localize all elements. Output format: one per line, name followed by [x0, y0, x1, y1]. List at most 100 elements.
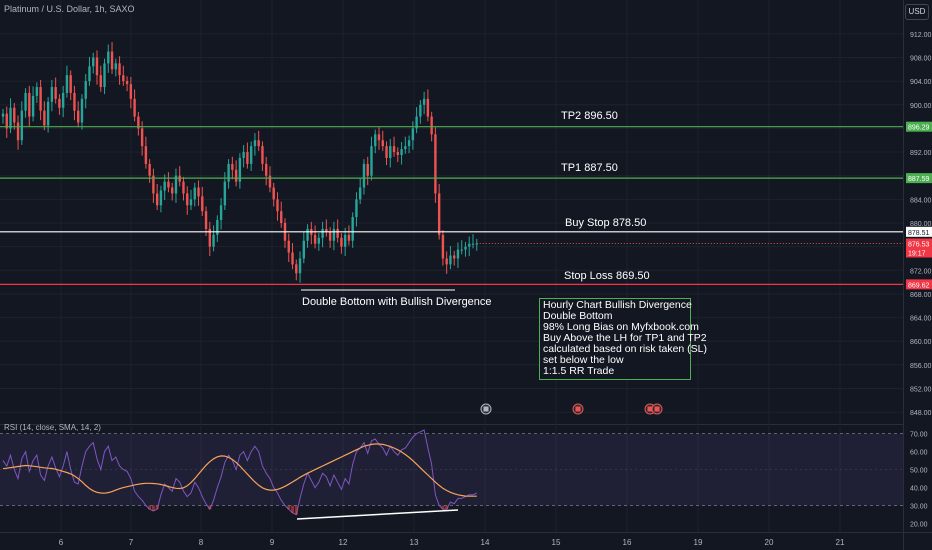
time-tick-label: 19	[694, 538, 703, 547]
price-tick-label: 904.00	[910, 79, 932, 86]
candle	[152, 168, 155, 203]
candle-body	[144, 146, 148, 164]
candle-body	[61, 92, 65, 108]
currency-button[interactable]: USD	[905, 4, 929, 20]
candle	[155, 183, 159, 210]
candle	[204, 206, 208, 237]
candle	[103, 58, 106, 95]
price-axis-label-bg	[906, 279, 932, 290]
candle-body	[99, 75, 102, 88]
candle-body	[137, 116, 140, 129]
candle	[434, 127, 437, 203]
candle	[16, 115, 20, 150]
note-line: Hourly Chart Bullish Divergence	[543, 299, 692, 311]
candle-body	[65, 75, 69, 93]
candle-body	[464, 246, 467, 250]
candle	[242, 144, 245, 168]
candle	[317, 233, 321, 251]
candle	[61, 85, 65, 118]
candle-body	[167, 181, 170, 188]
candle	[355, 192, 358, 227]
candle	[95, 50, 99, 85]
candle-body	[313, 234, 317, 244]
candle	[441, 230, 445, 266]
price-axis-label-text: 869.62	[908, 282, 930, 289]
candle-body	[88, 66, 91, 82]
candle-body	[400, 149, 403, 156]
candle-body	[54, 87, 57, 99]
candle	[370, 136, 373, 181]
candle-body	[5, 113, 8, 129]
candle-body	[385, 146, 388, 158]
candle-body	[392, 146, 396, 153]
double-bottom-annotation[interactable]: Double Bottom with Bullish Divergence	[302, 296, 492, 308]
candle-body	[186, 193, 189, 206]
candle-body	[35, 87, 39, 96]
candle-body	[265, 163, 268, 176]
time-tick-label: 7	[129, 538, 134, 547]
candle	[129, 76, 133, 109]
pane-divider	[0, 424, 903, 425]
candle-body	[437, 193, 441, 235]
price-axis-label: 876.53 19:17	[906, 238, 932, 258]
candle	[343, 227, 347, 257]
candle-body	[411, 128, 415, 141]
candle	[336, 219, 339, 243]
price-tick-label: 880.00	[910, 221, 932, 228]
candle-body	[261, 146, 264, 164]
candle	[174, 168, 178, 203]
price-axis-label-bg	[906, 121, 932, 132]
candle-body	[445, 258, 448, 265]
rsi-sma-line	[2, 443, 477, 497]
candle	[73, 85, 76, 121]
candle-body	[449, 255, 452, 265]
price-axis-label-bg	[906, 226, 932, 237]
candle-body	[110, 51, 114, 70]
candle	[396, 147, 399, 163]
candle-body	[80, 98, 84, 123]
candle-body	[351, 217, 354, 241]
rsi-tick-label: 20.00	[910, 522, 928, 529]
note-line: Double Bottom	[543, 310, 613, 322]
rsi-indicator-title[interactable]: RSI (14, close, SMA, 14, 2)	[4, 423, 101, 432]
candle	[227, 159, 230, 189]
note-line: 1:1.5 RR Trade	[543, 365, 615, 377]
time-tick-label: 14	[481, 538, 490, 547]
candle	[280, 201, 283, 228]
candle	[110, 42, 114, 75]
candle-body	[212, 234, 215, 247]
candle-body	[155, 193, 159, 206]
candle	[340, 233, 343, 254]
candle-body	[257, 140, 260, 147]
price-tick-label: 852.00	[910, 387, 932, 394]
candle-body	[24, 92, 27, 111]
candle	[88, 56, 91, 86]
flash-icon	[480, 403, 492, 415]
candle-body	[377, 134, 381, 141]
candle-body	[159, 190, 163, 206]
candle-body	[325, 228, 328, 232]
candle-body	[381, 140, 384, 147]
candle	[144, 136, 148, 169]
trade-note-box[interactable]: Hourly Chart Bullish Divergence Double B…	[539, 298, 707, 380]
candle-body	[182, 181, 185, 194]
candle	[321, 221, 324, 248]
candle	[208, 221, 211, 257]
candle-body	[204, 211, 208, 229]
candle-body	[246, 152, 249, 164]
candle-body	[471, 243, 475, 245]
candle-body	[389, 146, 392, 158]
price-tick-label: 848.00	[910, 410, 932, 417]
candle-body	[456, 249, 460, 259]
candle	[437, 183, 441, 240]
candle	[163, 174, 166, 200]
candle-body	[140, 128, 144, 147]
candle	[253, 133, 257, 156]
price-tick-label: 872.00	[910, 268, 932, 275]
candle-body	[50, 87, 54, 102]
candle-body	[152, 175, 155, 194]
time-tick-label: 12	[339, 538, 348, 547]
candle-body	[201, 196, 204, 212]
marker-glyph	[575, 406, 581, 412]
